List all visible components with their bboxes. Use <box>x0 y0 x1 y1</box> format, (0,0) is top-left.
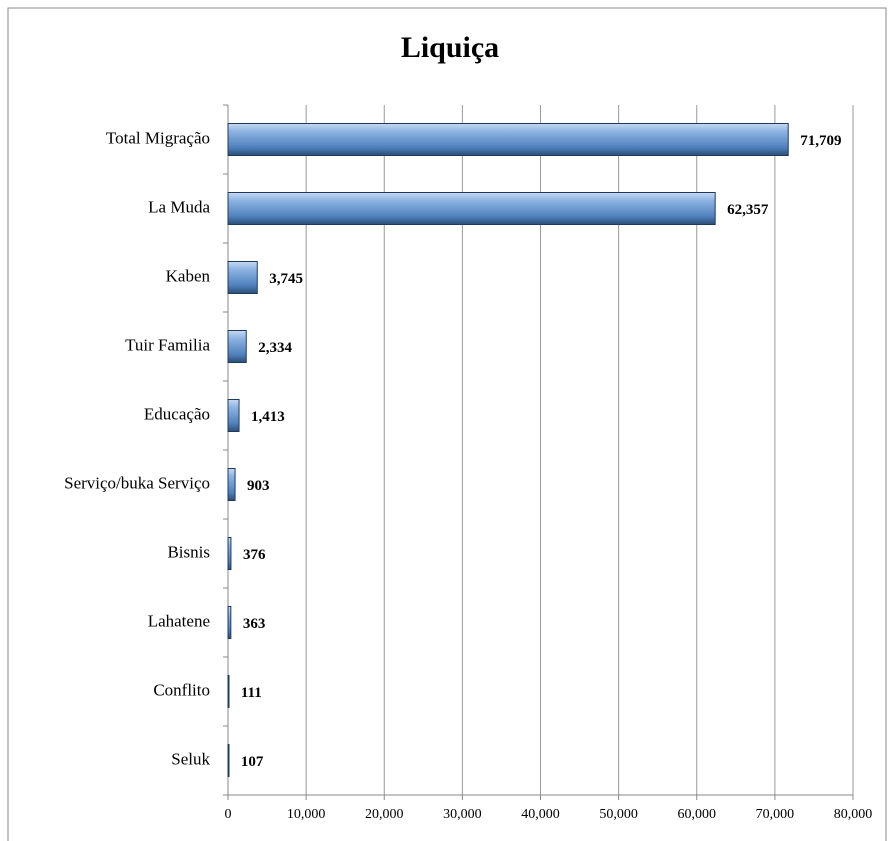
bar <box>227 123 789 156</box>
y-tick-label: Bisnis <box>167 542 210 561</box>
x-tick-label: 70,000 <box>756 807 795 822</box>
x-tick-label: 60,000 <box>678 807 717 822</box>
value-label: 111 <box>241 685 262 701</box>
bar <box>227 537 232 570</box>
y-tick-label: Lahatene <box>148 611 210 630</box>
y-tick-label: Tuir Familia <box>125 335 210 354</box>
value-label: 107 <box>241 754 264 770</box>
bar <box>227 606 232 639</box>
x-tick-label: 20,000 <box>365 807 404 822</box>
bar <box>227 675 230 708</box>
bar <box>227 399 240 432</box>
y-tick-label: Seluk <box>171 749 210 768</box>
y-tick-label: Total Migração <box>106 128 210 147</box>
x-tick-label: 0 <box>225 807 232 822</box>
value-label: 903 <box>247 478 270 494</box>
bar <box>227 192 716 225</box>
y-tick-label: La Muda <box>148 197 210 216</box>
y-tick-label: Conflito <box>153 680 210 699</box>
y-tick-label: Serviço/buka Serviço <box>64 473 210 492</box>
value-label: 71,709 <box>800 133 841 149</box>
x-tick-label: 10,000 <box>287 807 326 822</box>
value-label: 376 <box>243 547 266 563</box>
bar <box>227 744 230 777</box>
value-label: 363 <box>243 616 266 632</box>
value-label: 2,334 <box>258 340 292 356</box>
y-tick-label: Kaben <box>166 266 211 285</box>
x-tick-label: 50,000 <box>599 807 638 822</box>
value-label: 62,357 <box>727 202 769 218</box>
value-label: 1,413 <box>251 409 285 425</box>
bar <box>227 330 247 363</box>
y-tick-label: Educação <box>144 404 210 423</box>
value-label: 3,745 <box>269 271 303 287</box>
bar <box>227 261 258 294</box>
bar <box>227 468 236 501</box>
x-tick-label: 40,000 <box>521 807 560 822</box>
x-tick-label: 80,000 <box>834 807 873 822</box>
chart-title: Liquiça <box>401 31 499 64</box>
x-tick-label: 30,000 <box>443 807 482 822</box>
